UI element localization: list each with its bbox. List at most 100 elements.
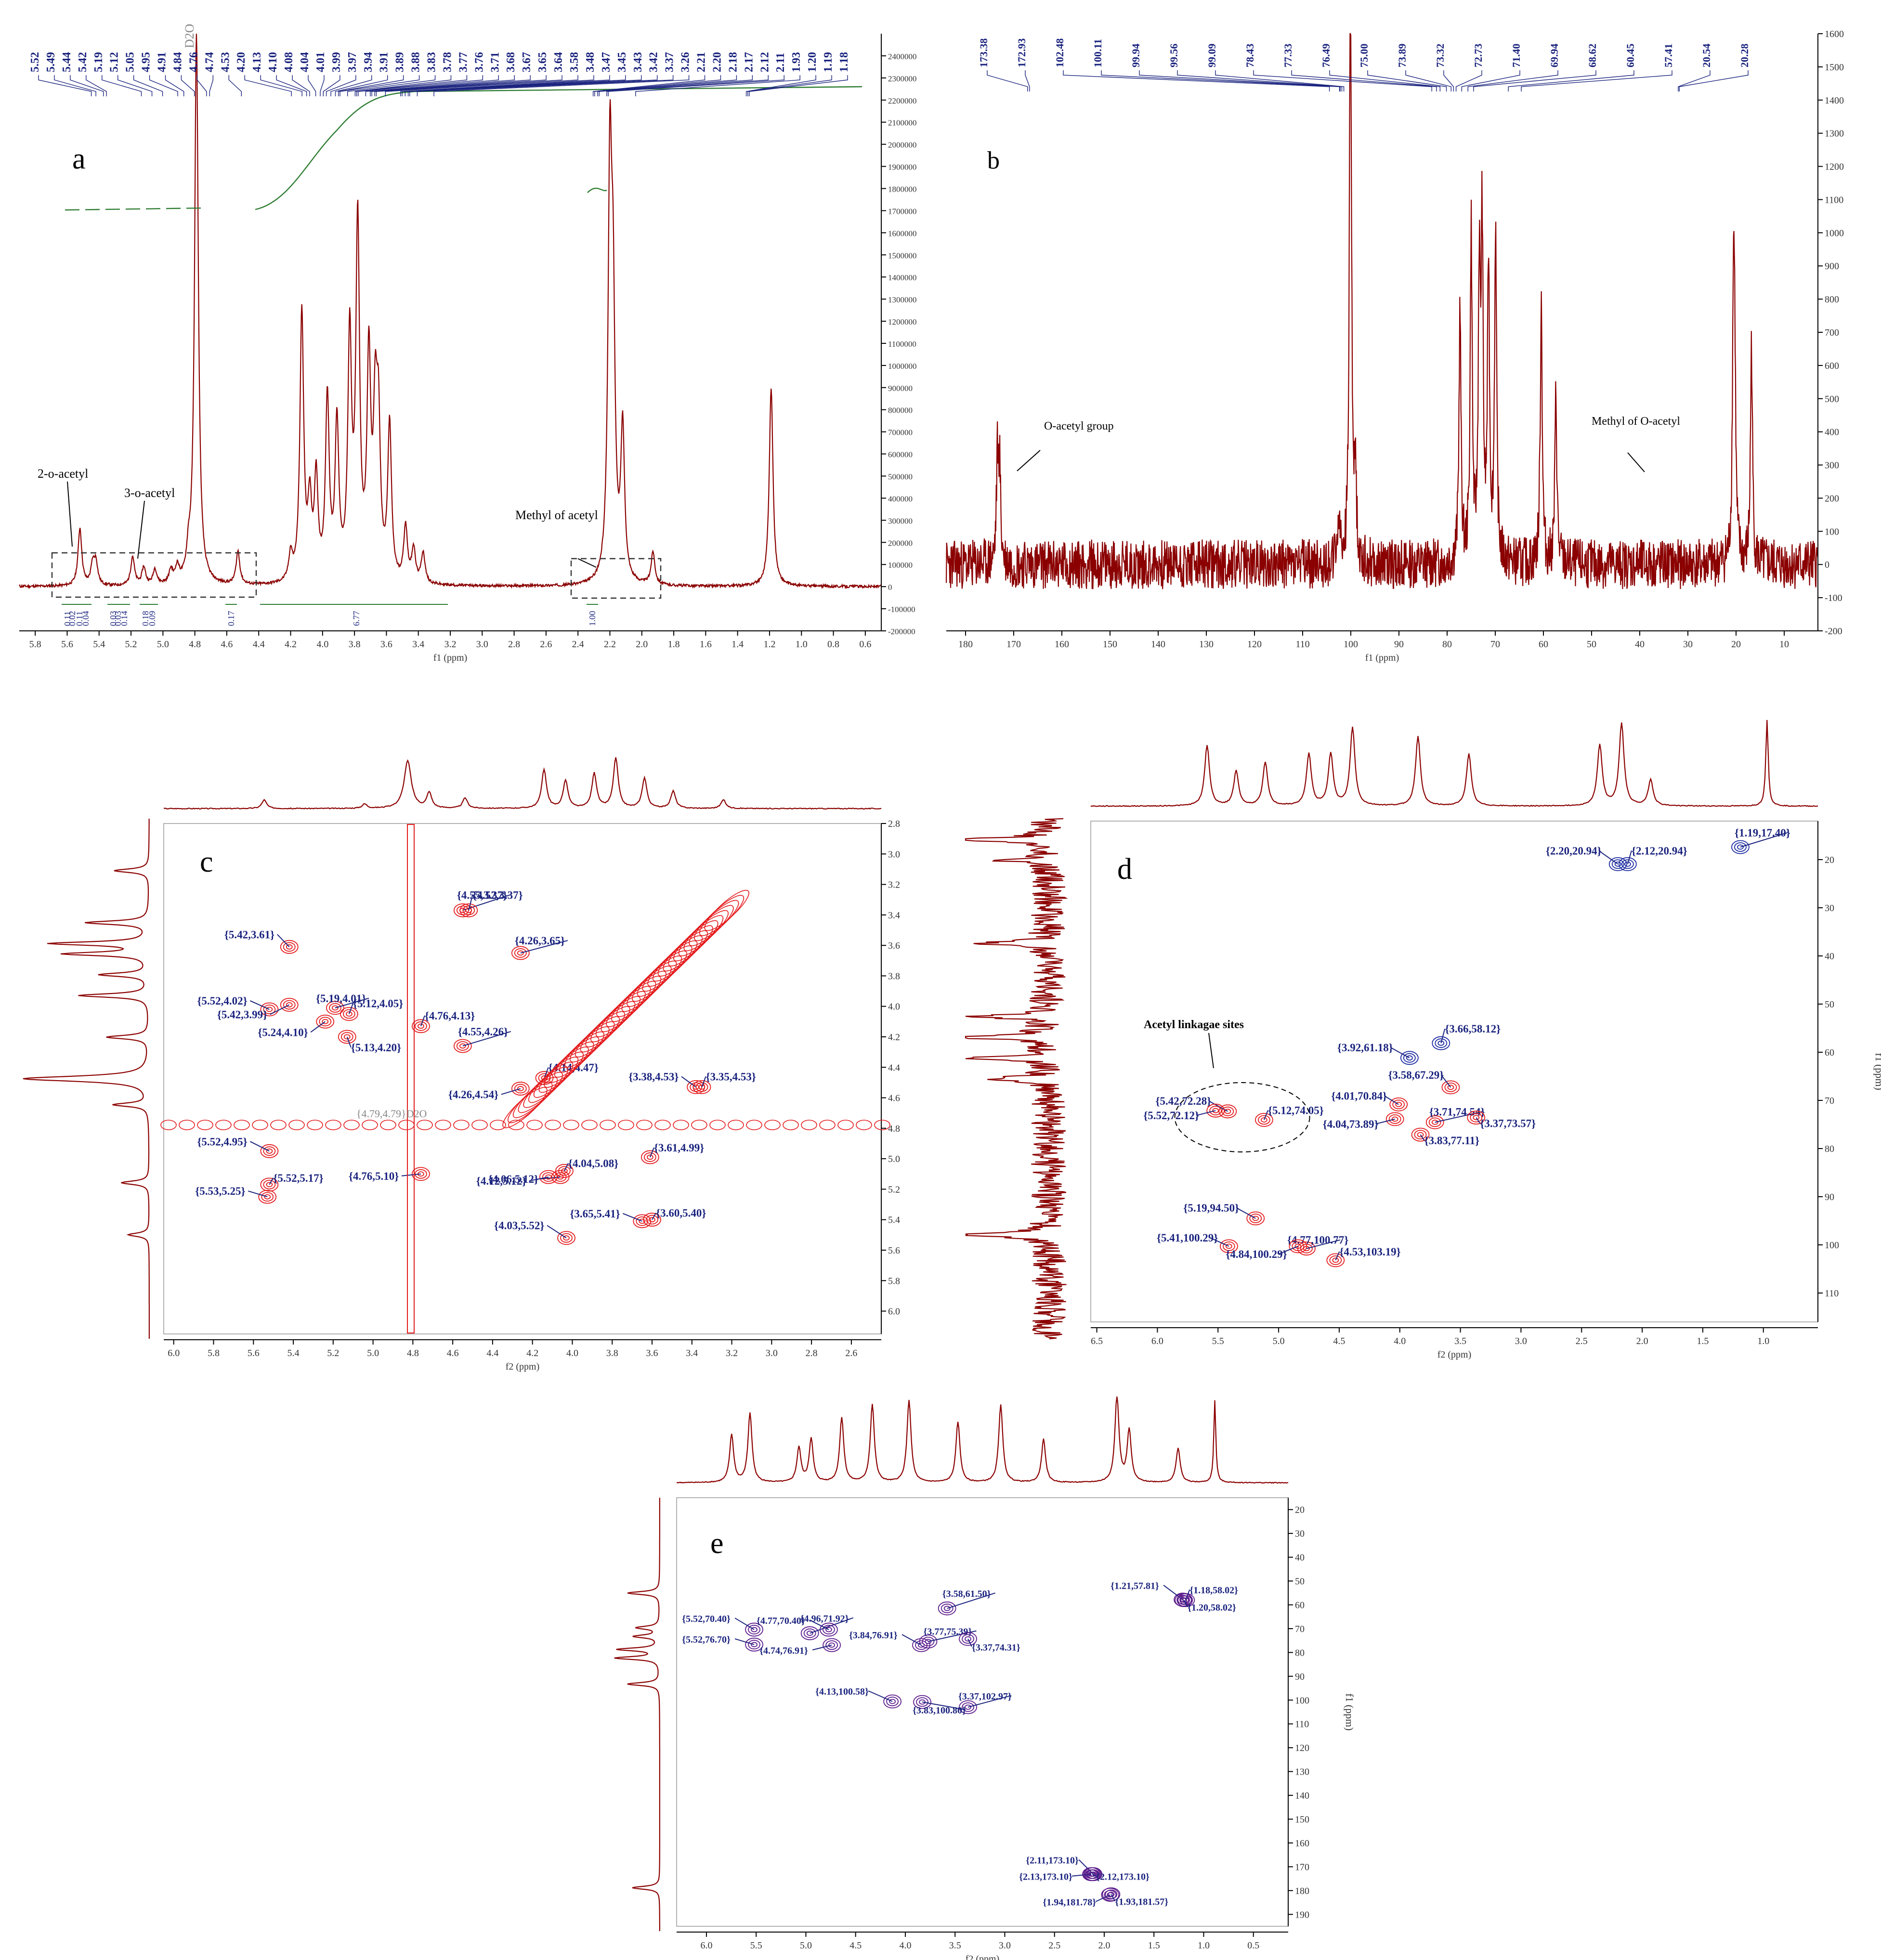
cross-peak-contour	[346, 1011, 353, 1017]
x-tick-label: 2.2	[604, 639, 616, 650]
cross-peak-leader	[468, 895, 473, 911]
cross-peak-contour	[340, 1007, 358, 1021]
x-tick-label: 5.2	[125, 639, 137, 650]
cross-peak-contour	[1428, 1117, 1441, 1127]
cross-peak-contour	[517, 950, 524, 956]
cross-peak-label: {3.37,102.97}	[958, 1691, 1012, 1702]
cross-peak-leader	[1440, 1074, 1451, 1088]
solvent-label: {4.79,4.79}D2O	[356, 1108, 427, 1120]
peak-label-leader	[323, 75, 340, 96]
cross-peak-label: {3.84,76.91}	[849, 1630, 898, 1641]
cross-peak-contour	[1417, 1132, 1424, 1137]
cross-peak-contour	[1222, 1241, 1235, 1251]
y-tick-label: 50	[1825, 999, 1834, 1010]
cross-peak-label: {5.19,94.50}	[1183, 1202, 1239, 1214]
y-tick-label: 3.0	[888, 849, 900, 860]
annotation-o-acetyl-group: O-acetyl group	[1044, 420, 1114, 432]
x-tick-label: 130	[1199, 639, 1214, 650]
cross-peak-contour	[962, 1634, 974, 1644]
peak-label-leader	[371, 75, 531, 96]
cross-peak-leader	[868, 1690, 893, 1702]
cross-peak-label: {4.26,3.65}	[515, 935, 565, 947]
solvent-band-contour	[417, 1120, 433, 1130]
highlight-box-acetyl	[570, 558, 662, 599]
x-tick-label: 4.4	[486, 1348, 498, 1359]
cross-peak-contour	[918, 1642, 925, 1648]
cross-peak-label: {4.76,5.10}	[349, 1170, 399, 1182]
cross-peak-contour	[326, 1001, 344, 1015]
cross-peak-leader	[1420, 1134, 1425, 1141]
cross-peak-contour	[748, 1625, 760, 1634]
cross-peak-contour	[266, 1148, 273, 1154]
solvent-band-contour	[636, 1120, 653, 1130]
peak-label: 3.83	[426, 52, 438, 72]
cross-peak-contour	[1086, 1869, 1099, 1879]
peak-label: 102.48	[1054, 39, 1066, 68]
cross-peak-leader	[1740, 832, 1788, 848]
y-tick-label: 6.0	[888, 1307, 900, 1317]
peak-label-leader	[1367, 70, 1447, 91]
peak-label-leader	[597, 75, 737, 96]
cross-peak-contour	[820, 1622, 838, 1637]
peak-label: 1.18	[838, 52, 850, 72]
y-tick-label: -200000	[888, 627, 915, 636]
x-tick-label: 100	[1344, 639, 1358, 650]
cross-peak-leader	[335, 997, 369, 1008]
cross-peak-contour	[1388, 1114, 1401, 1124]
cross-peak-contour	[943, 1606, 951, 1611]
peak-label: 3.64	[552, 52, 565, 72]
peak-label-leader	[592, 75, 705, 96]
cross-peak-leader	[1092, 1873, 1097, 1877]
peak-label: 5.19	[92, 52, 105, 72]
cross-peak-label: {5.41,100.29}	[1157, 1232, 1218, 1244]
cross-peak-contour	[514, 948, 527, 958]
peak-label: 2.20	[711, 52, 723, 72]
cross-peak-contour	[459, 903, 478, 917]
integral-value: 0.03	[108, 611, 118, 627]
cross-peak-contour	[462, 905, 475, 915]
cross-peak-contour	[261, 1192, 274, 1202]
cross-peak-contour	[558, 1166, 571, 1176]
cross-peak-contour	[1392, 1099, 1405, 1110]
annotation-methyl-of-o-acetyl: Methyl of O-acetyl	[1592, 415, 1680, 428]
cross-peak-contour	[828, 1642, 836, 1648]
cross-peak-leader	[1209, 1237, 1229, 1247]
y-tick-label: 400	[1825, 427, 1839, 438]
y-axis-title: f1 (ppm)	[1344, 1693, 1356, 1731]
peak-label-leader	[338, 75, 404, 96]
x-tick-label: 1.0	[1757, 1336, 1769, 1346]
y-tick-label: 1700000	[888, 207, 917, 216]
y-tick-label: 20	[1295, 1505, 1305, 1516]
cross-peak-label: {3.61,4.99}	[654, 1142, 704, 1154]
peak-label-leader	[409, 75, 658, 96]
x-tick-label: 3.2	[444, 639, 457, 650]
y-tick-label: 1200	[1825, 162, 1844, 172]
cross-peak-label: {3.37,74.31}	[972, 1642, 1020, 1653]
solvent-band-contour	[819, 1120, 836, 1130]
y-tick-label: 120	[1295, 1743, 1309, 1753]
cross-peak-label: {4.03,5.52}	[494, 1220, 544, 1232]
integral-value: 6.77	[352, 611, 361, 627]
y-tick-label: 2400000	[888, 52, 917, 61]
peak-label: 75.00	[1358, 44, 1370, 68]
cross-peak-leader	[501, 1088, 521, 1095]
cross-peak-label: {3.77,75.39}	[923, 1627, 972, 1637]
cross-peak-label: {3.66,58.12}	[1445, 1023, 1501, 1035]
cross-peak-leader	[462, 1031, 511, 1046]
cross-peak-contour	[418, 1023, 424, 1029]
peak-label-leader	[365, 75, 499, 96]
y-tick-label: 4.8	[888, 1124, 900, 1134]
integral-curve-acetyl	[587, 187, 607, 193]
cross-peak-label: {4.26,4.54}	[448, 1089, 498, 1101]
cross-peak-label: {5.12,74.05}	[1268, 1105, 1324, 1117]
cross-peak-leader	[1236, 1207, 1256, 1219]
cross-peak-contour	[322, 1019, 329, 1024]
annotation-arrow	[1017, 450, 1041, 471]
cross-peak-leader	[652, 1213, 656, 1220]
cross-peak-leader	[462, 894, 510, 911]
y-tick-label: 60	[1295, 1600, 1305, 1611]
cross-peak-contour	[649, 1217, 655, 1223]
cross-peak-contour	[555, 1164, 574, 1178]
cross-peak-leader	[346, 1036, 352, 1048]
x-tick-label: 1.8	[668, 639, 680, 650]
